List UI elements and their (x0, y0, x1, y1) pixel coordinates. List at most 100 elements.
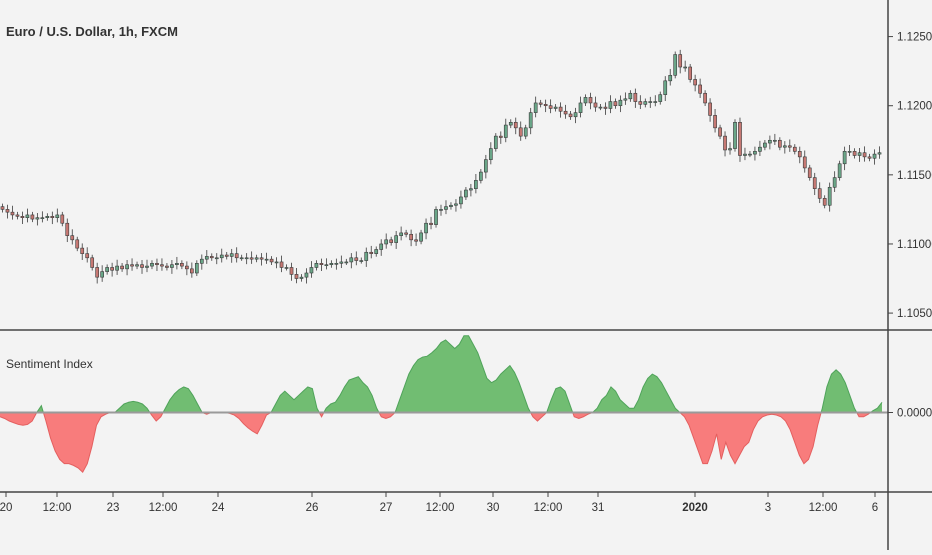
candle-body (50, 216, 55, 218)
candle-body (593, 102, 598, 108)
candle-body (170, 264, 174, 268)
candle-body (30, 214, 35, 220)
sentiment-positive-area (110, 401, 150, 413)
candle-body (708, 102, 712, 116)
sentiment-outline (572, 412, 593, 420)
candle-body (768, 139, 772, 144)
candle-body (543, 104, 548, 107)
candle-body (299, 276, 304, 279)
candle-body (389, 239, 394, 243)
candle-body (608, 101, 613, 109)
candle-body (817, 188, 822, 199)
candle-body (578, 102, 583, 113)
candle-body (837, 163, 842, 178)
candle-body (508, 122, 513, 126)
candle-body (558, 106, 563, 112)
candle-body (314, 263, 319, 268)
sentiment-outline (394, 335, 532, 413)
candle-body (444, 206, 448, 210)
main-chart-title: Euro / U.S. Dollar, 1h, FXCM (6, 24, 178, 39)
candle-body (269, 258, 274, 263)
candle-body (673, 54, 678, 76)
sentiment-outline (149, 412, 164, 422)
sentiment-outline (592, 373, 681, 413)
sentiment-positive-area (821, 369, 857, 413)
candle-body (319, 263, 324, 266)
candle-body (55, 214, 60, 218)
candle-body (469, 188, 473, 191)
candle-body (140, 264, 144, 268)
sentiment-negative-area (530, 412, 547, 422)
candle-body (663, 80, 668, 95)
candle-body (125, 264, 129, 270)
candle-body (194, 263, 199, 274)
candle-body (229, 253, 234, 257)
sentiment-negative-area (0, 412, 37, 426)
candle-body (374, 249, 379, 254)
price-tick-label: 1.12000 (897, 101, 932, 113)
time-axis-ticks[interactable]: 20 12:00 23 12:00 24 26 27 12:00 30 12:00 31 2020 3 1… (0, 492, 878, 514)
candle-body (45, 216, 50, 218)
candle-body (35, 217, 40, 220)
sentiment-axis-ticks: 0.00000 (888, 408, 932, 420)
candle-body (105, 267, 109, 272)
candle-body (568, 113, 573, 118)
candle-body (384, 239, 389, 245)
sentiment-outline (820, 369, 858, 413)
sentiment-negative-area (43, 412, 111, 473)
candle-body (409, 233, 413, 241)
sentiment-pane-title: Sentiment Index (6, 357, 93, 371)
candle-body (852, 151, 857, 156)
candle-body (523, 127, 528, 137)
candle-body (334, 263, 339, 265)
sentiment-outline (679, 412, 822, 465)
candle-body (877, 152, 882, 155)
candle-body (274, 261, 279, 264)
sentiment-negative-area (225, 412, 272, 434)
candle-body (304, 272, 309, 278)
candle-body (827, 186, 832, 206)
candle-body (807, 167, 812, 178)
sentiment-outline (318, 412, 325, 418)
candle-body (5, 209, 10, 213)
candle-body (648, 101, 653, 103)
sentiment-outline (36, 404, 44, 413)
candle-body (688, 66, 692, 80)
time-tick-label: 6 (872, 502, 878, 514)
candle-body (364, 251, 369, 261)
candle-body (60, 214, 65, 224)
candle-body (204, 256, 209, 260)
candle-body (548, 105, 553, 109)
candle-body (598, 106, 603, 109)
candle-body (239, 257, 244, 260)
candle-body (703, 92, 707, 104)
candle-body (135, 264, 139, 267)
candle-body (110, 267, 114, 271)
time-tick-label: 12:00 (149, 502, 178, 514)
candle-body (264, 258, 269, 261)
candle-body (180, 263, 184, 267)
candle-body (75, 239, 80, 249)
sentiment-outline (42, 412, 111, 474)
candle-body (344, 261, 349, 264)
candle-body (214, 257, 219, 260)
candle-body (787, 145, 792, 148)
candle-body (857, 152, 862, 156)
candle-body (618, 99, 623, 107)
candle-body (40, 217, 45, 219)
candle-body (199, 258, 204, 264)
candle-body (528, 112, 533, 129)
candle-body (70, 235, 75, 241)
sentiment-outline (225, 412, 272, 435)
sentiment-negative-area (319, 412, 324, 417)
candle-body (713, 115, 717, 129)
candle-body (439, 209, 443, 211)
candle-body (464, 189, 468, 198)
sentiment-outline (530, 412, 547, 422)
candle-body (185, 265, 189, 270)
sentiment-area (0, 335, 888, 474)
sentiment-outline (378, 412, 396, 420)
